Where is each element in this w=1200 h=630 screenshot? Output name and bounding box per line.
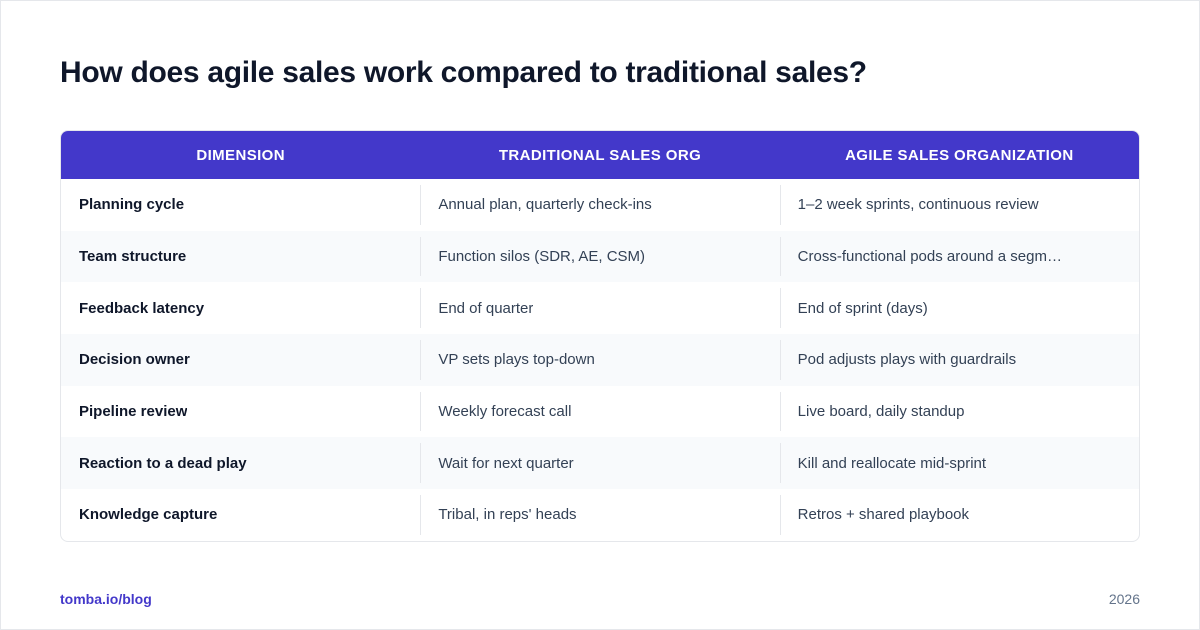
traditional-cell: Wait for next quarter — [420, 437, 779, 489]
agile-value: Kill and reallocate mid-sprint — [797, 454, 987, 472]
header-dimension: DIMENSION — [196, 146, 285, 164]
traditional-value: Function silos (SDR, AE, CSM) — [438, 248, 646, 266]
dimension-cell: Decision owner — [61, 334, 420, 386]
traditional-cell: Function silos (SDR, AE, CSM) — [420, 231, 779, 283]
traditional-cell: Tribal, in reps' heads — [420, 489, 779, 541]
dimension-cell: Team structure — [61, 231, 420, 283]
agile-value: Retros + shared playbook — [797, 506, 970, 524]
dimension-label: Team structure — [79, 248, 187, 266]
dimension-label: Knowledge capture — [79, 506, 218, 524]
page-title: How does agile sales work compared to tr… — [60, 56, 867, 89]
table-row: Decision owner VP sets plays top-down Po… — [61, 334, 1139, 386]
table-row: Feedback latency End of quarter End of s… — [61, 282, 1139, 334]
footer-year: 2026 — [1108, 591, 1140, 607]
traditional-value: VP sets plays top-down — [438, 351, 595, 369]
agile-value: 1–2 week sprints, continuous review — [797, 196, 1039, 214]
agile-cell: Cross-functional pods around a segm… — [779, 231, 1139, 283]
table-body: Planning cycle Annual plan, quarterly ch… — [61, 179, 1139, 541]
traditional-value: Wait for next quarter — [438, 454, 574, 472]
agile-cell: Pod adjusts plays with guardrails — [779, 334, 1139, 386]
table-row: Team structure Function silos (SDR, AE, … — [61, 230, 1139, 283]
traditional-value: Tribal, in reps' heads — [438, 506, 577, 524]
traditional-cell: Annual plan, quarterly check-ins — [420, 179, 779, 231]
dimension-label: Planning cycle — [79, 196, 185, 214]
agile-cell: Retros + shared playbook — [779, 489, 1139, 541]
traditional-value: Annual plan, quarterly check-ins — [438, 196, 652, 214]
dimension-label: Decision owner — [79, 351, 190, 369]
dimension-label: Reaction to a dead play — [79, 454, 247, 472]
dimension-cell: Planning cycle — [61, 179, 420, 231]
traditional-cell: VP sets plays top-down — [420, 334, 779, 386]
agile-cell: Kill and reallocate mid-sprint — [779, 437, 1139, 489]
table-row: Pipeline review Weekly forecast call Liv… — [61, 386, 1139, 438]
agile-cell: End of sprint (days) — [779, 282, 1139, 334]
agile-cell: 1–2 week sprints, continuous review — [779, 179, 1139, 231]
table-row: Reaction to a dead play Wait for next qu… — [61, 437, 1139, 490]
traditional-cell: Weekly forecast call — [420, 386, 779, 438]
agile-value: Live board, daily standup — [797, 403, 965, 421]
table-row: Planning cycle Annual plan, quarterly ch… — [61, 179, 1139, 231]
dimension-cell: Pipeline review — [61, 386, 420, 438]
dimension-cell: Knowledge capture — [61, 489, 420, 541]
dimension-cell: Feedback latency — [61, 282, 420, 334]
dimension-label: Pipeline review — [79, 403, 188, 421]
traditional-value: Weekly forecast call — [438, 403, 572, 421]
header-traditional: TRADITIONAL SALES ORG — [498, 146, 702, 164]
comparison-table: DIMENSION TRADITIONAL SALES ORG AGILE SA… — [60, 130, 1140, 542]
traditional-value: End of quarter — [438, 299, 534, 317]
dimension-label: Feedback latency — [79, 299, 205, 317]
table-header: DIMENSION TRADITIONAL SALES ORG AGILE SA… — [61, 131, 1139, 179]
blog-link[interactable]: tomba.io/blog — [60, 591, 152, 607]
header-agile: AGILE SALES ORGANIZATION — [845, 146, 1074, 164]
agile-cell: Live board, daily standup — [779, 386, 1139, 438]
agile-value: Cross-functional pods around a segm… — [797, 248, 1062, 266]
agile-value: Pod adjusts plays with guardrails — [797, 351, 1017, 369]
dimension-cell: Reaction to a dead play — [61, 437, 420, 489]
traditional-cell: End of quarter — [420, 282, 779, 334]
table-row: Knowledge capture Tribal, in reps' heads… — [61, 489, 1139, 541]
agile-value: End of sprint (days) — [797, 299, 928, 317]
